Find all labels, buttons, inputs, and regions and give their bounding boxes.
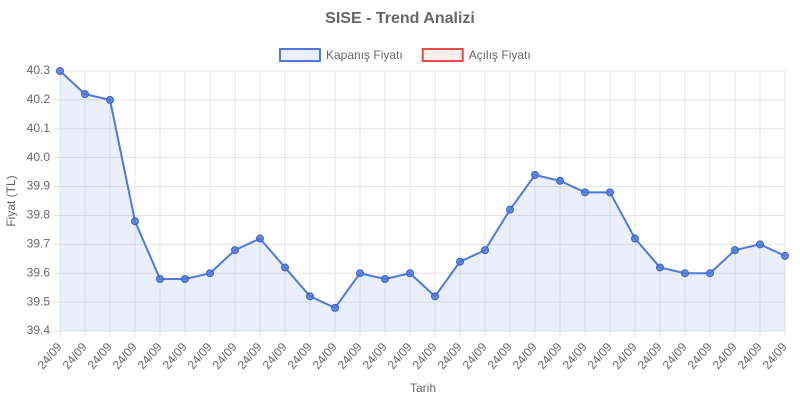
x-tick-label: 24/09 — [185, 340, 215, 372]
x-tick-label: 24/09 — [660, 340, 690, 372]
y-axis-title: Fiyat (TL) — [4, 175, 18, 226]
x-tick-label: 24/09 — [35, 340, 65, 372]
line — [59, 70, 786, 310]
point — [406, 269, 414, 278]
point — [556, 176, 564, 185]
x-tick-label: 24/09 — [110, 340, 140, 372]
x-tick-label: 24/09 — [560, 340, 590, 372]
area — [60, 71, 785, 331]
y-tick-label: 40.2 — [27, 92, 51, 106]
chart-title: SISE - Trend Analizi — [325, 10, 475, 27]
x-tick-label: 24/09 — [735, 340, 765, 372]
point — [781, 251, 789, 260]
x-tick-label: 24/09 — [160, 340, 190, 372]
point — [56, 67, 64, 75]
y-tick-label: 39.6 — [27, 265, 51, 279]
point — [756, 240, 764, 249]
x-tick-label: 24/09 — [685, 340, 715, 372]
point — [581, 188, 589, 197]
point — [631, 234, 639, 243]
x-tick-label: 24/09 — [585, 340, 615, 372]
x-tick-label: 24/09 — [85, 340, 115, 372]
point — [381, 275, 389, 283]
point — [331, 303, 339, 312]
legend-label: Açılış Fiyatı — [469, 48, 531, 62]
x-tick-label: 24/09 — [410, 340, 440, 372]
y-tick-label: 39.4 — [27, 323, 51, 337]
x-tick-label: 24/09 — [460, 340, 490, 372]
x-tick-label: 24/09 — [360, 340, 390, 372]
x-tick-label: 24/09 — [235, 340, 265, 372]
point — [431, 292, 439, 301]
point — [456, 257, 464, 266]
legend-swatch — [421, 48, 464, 62]
point — [281, 263, 289, 272]
x-tick-label: 24/09 — [385, 340, 415, 372]
x-tick-label: 24/09 — [635, 340, 665, 372]
point — [531, 171, 539, 179]
point — [106, 95, 114, 104]
x-tick-label: 24/09 — [710, 340, 740, 372]
x-tick-label: 24/09 — [760, 340, 790, 372]
point — [356, 269, 364, 278]
x-tick-label: 24/09 — [135, 340, 165, 372]
y-tick-label: 39.8 — [27, 208, 51, 222]
y-tick-label: 39.9 — [27, 179, 51, 193]
legend-label: Kapanış Fiyatı — [326, 48, 403, 62]
y-tick-label: 40.3 — [27, 63, 51, 77]
point — [156, 275, 164, 283]
x-tick-label: 24/09 — [260, 340, 290, 372]
y-tick-label: 40.1 — [27, 121, 51, 135]
point — [256, 234, 264, 243]
point — [681, 269, 689, 278]
point — [481, 246, 489, 255]
y-tick-label: 40.0 — [27, 150, 51, 164]
point — [506, 205, 514, 214]
point — [706, 269, 714, 278]
point — [606, 188, 614, 197]
x-tick-label: 24/09 — [485, 340, 515, 372]
x-tick-label: 24/09 — [535, 340, 565, 372]
point — [81, 90, 89, 99]
x-tick-label: 24/09 — [210, 340, 240, 372]
x-axis-title: Tarih — [410, 381, 436, 395]
x-tick-label: 24/09 — [60, 340, 90, 372]
point — [306, 292, 314, 301]
legend-swatch — [279, 48, 321, 62]
point — [181, 275, 189, 283]
x-tick-label: 24/09 — [435, 340, 465, 372]
y-tick-label: 39.5 — [27, 294, 51, 308]
x-tick-label: 24/09 — [285, 340, 315, 372]
x-tick-label: 24/09 — [510, 340, 540, 372]
point — [731, 246, 739, 255]
point — [131, 217, 139, 226]
x-tick-label: 24/09 — [610, 340, 640, 372]
x-tick-label: 24/09 — [310, 340, 340, 372]
point — [231, 246, 239, 255]
point — [656, 263, 664, 272]
point — [206, 269, 214, 278]
x-tick-label: 24/09 — [335, 340, 365, 372]
y-tick-label: 39.7 — [27, 237, 51, 251]
